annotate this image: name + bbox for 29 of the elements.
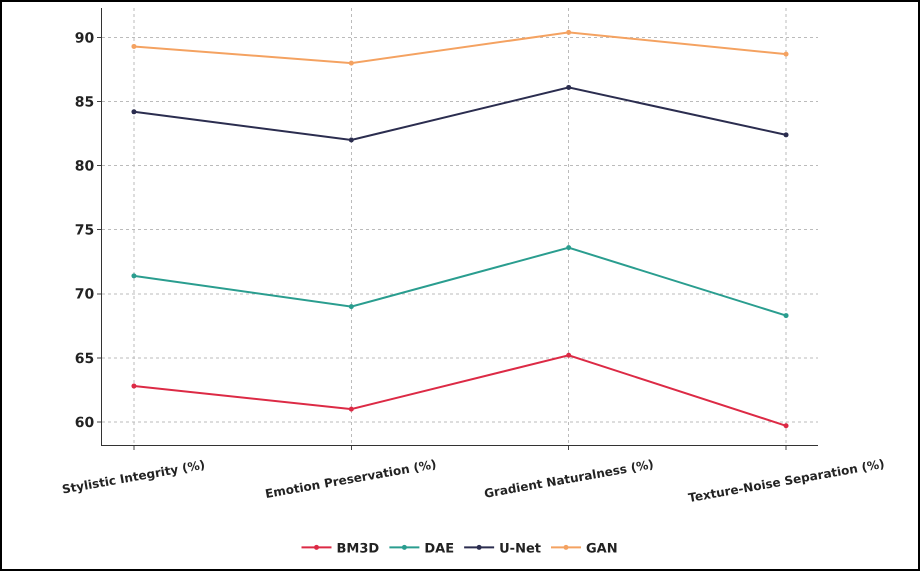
point xyxy=(131,44,136,49)
point xyxy=(131,384,136,389)
legend-label: BM3D xyxy=(336,541,380,556)
point xyxy=(348,60,354,66)
point xyxy=(131,273,136,278)
point xyxy=(784,313,789,318)
point xyxy=(784,423,789,428)
y-tick-label: 60 xyxy=(74,414,94,431)
legend-label: U-Net xyxy=(499,541,541,556)
y-tick-label: 70 xyxy=(74,286,94,303)
point xyxy=(566,84,572,90)
point xyxy=(566,352,572,358)
legend-label: DAE xyxy=(424,541,454,556)
point xyxy=(348,304,354,310)
x-tick-label: Gradient Naturalness (%) xyxy=(483,457,655,501)
x-tick-label: Stylistic Integrity (%) xyxy=(60,458,206,497)
y-tick-label: 80 xyxy=(74,158,94,175)
point xyxy=(131,109,136,114)
point xyxy=(784,52,789,57)
point xyxy=(348,406,354,412)
legend-label: GAN xyxy=(586,541,618,556)
y-tick-label: 85 xyxy=(74,94,94,110)
point xyxy=(566,245,572,250)
point xyxy=(784,132,789,138)
point xyxy=(348,138,354,142)
y-tick-label: 75 xyxy=(74,222,94,239)
y-tick-label: 65 xyxy=(74,350,94,367)
y-tick-label: 90 xyxy=(74,30,94,46)
point xyxy=(566,30,572,35)
